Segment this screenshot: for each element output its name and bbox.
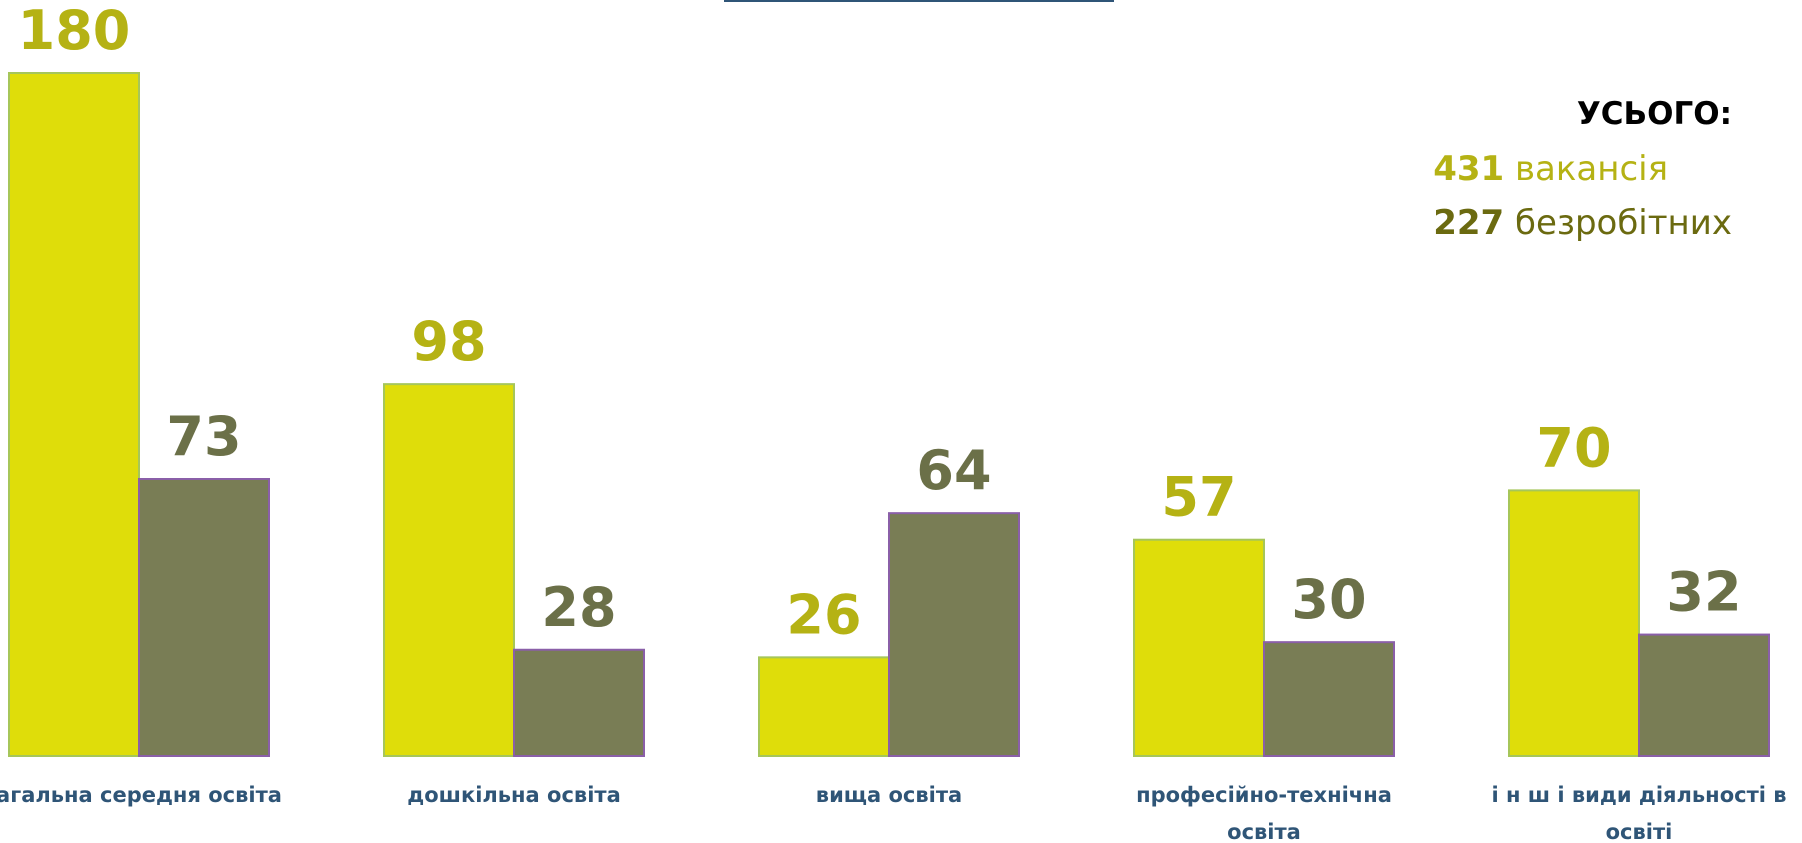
category-label-c4-line2: освіта	[1227, 820, 1301, 843]
bar-s2-c3	[888, 512, 1020, 758]
category-label-c5-line1: і н ш і види діяльності в	[1491, 783, 1786, 807]
totals-unemployed: 227 безробітних	[1433, 196, 1732, 250]
value-label-s1-c4: 57	[1161, 466, 1236, 529]
bar-s1-c1	[8, 72, 140, 757]
value-label-s1-c5: 70	[1536, 416, 1611, 479]
totals-legend: УСЬОГО: 431 вакансія 227 безробітних	[1433, 96, 1732, 250]
vacancies-label: вакансія	[1514, 149, 1669, 189]
bar-s1-c3	[758, 656, 890, 757]
value-label-s2-c3: 64	[916, 439, 991, 502]
totals-heading: УСЬОГО:	[1576, 96, 1732, 132]
totals-vacancies: 431 вакансія	[1433, 142, 1732, 196]
unemployed-label: безробітних	[1514, 203, 1732, 243]
category-labels-layer: агальна середня освіта дошкільна освіта ви…	[0, 783, 1787, 843]
value-label-s1-c2: 98	[411, 310, 486, 373]
unemployed-number: 227	[1433, 203, 1505, 243]
value-label-s2-c2: 28	[541, 576, 616, 639]
bar-s1-c2	[383, 383, 515, 757]
value-labels-layer: 180 73 98 28 26 64 57 30 70 32	[18, 0, 1742, 646]
value-label-s2-c5: 32	[1666, 561, 1741, 624]
value-label-s1-c1: 180	[18, 0, 131, 62]
bar-s2-c5	[1638, 633, 1770, 757]
value-label-s1-c3: 26	[786, 583, 861, 646]
category-label-c1: агальна середня освіта	[0, 783, 282, 807]
bar-s2-c4	[1263, 641, 1395, 758]
vacancies-number: 431	[1433, 149, 1505, 189]
bar-s1-c5	[1508, 489, 1640, 757]
category-label-c2: дошкільна освіта	[407, 783, 621, 807]
value-label-s2-c1: 73	[166, 405, 241, 468]
category-label-c4-line1: професійно-технічна	[1136, 783, 1392, 807]
bars-layer	[8, 72, 1770, 758]
bar-s2-c2	[513, 648, 645, 757]
category-label-c5-line2: освіті	[1606, 820, 1673, 843]
bar-s2-c1	[138, 478, 270, 757]
bar-s1-c4	[1133, 538, 1265, 758]
category-label-c3: вища освіта	[816, 783, 962, 807]
value-label-s2-c4: 30	[1291, 568, 1366, 631]
